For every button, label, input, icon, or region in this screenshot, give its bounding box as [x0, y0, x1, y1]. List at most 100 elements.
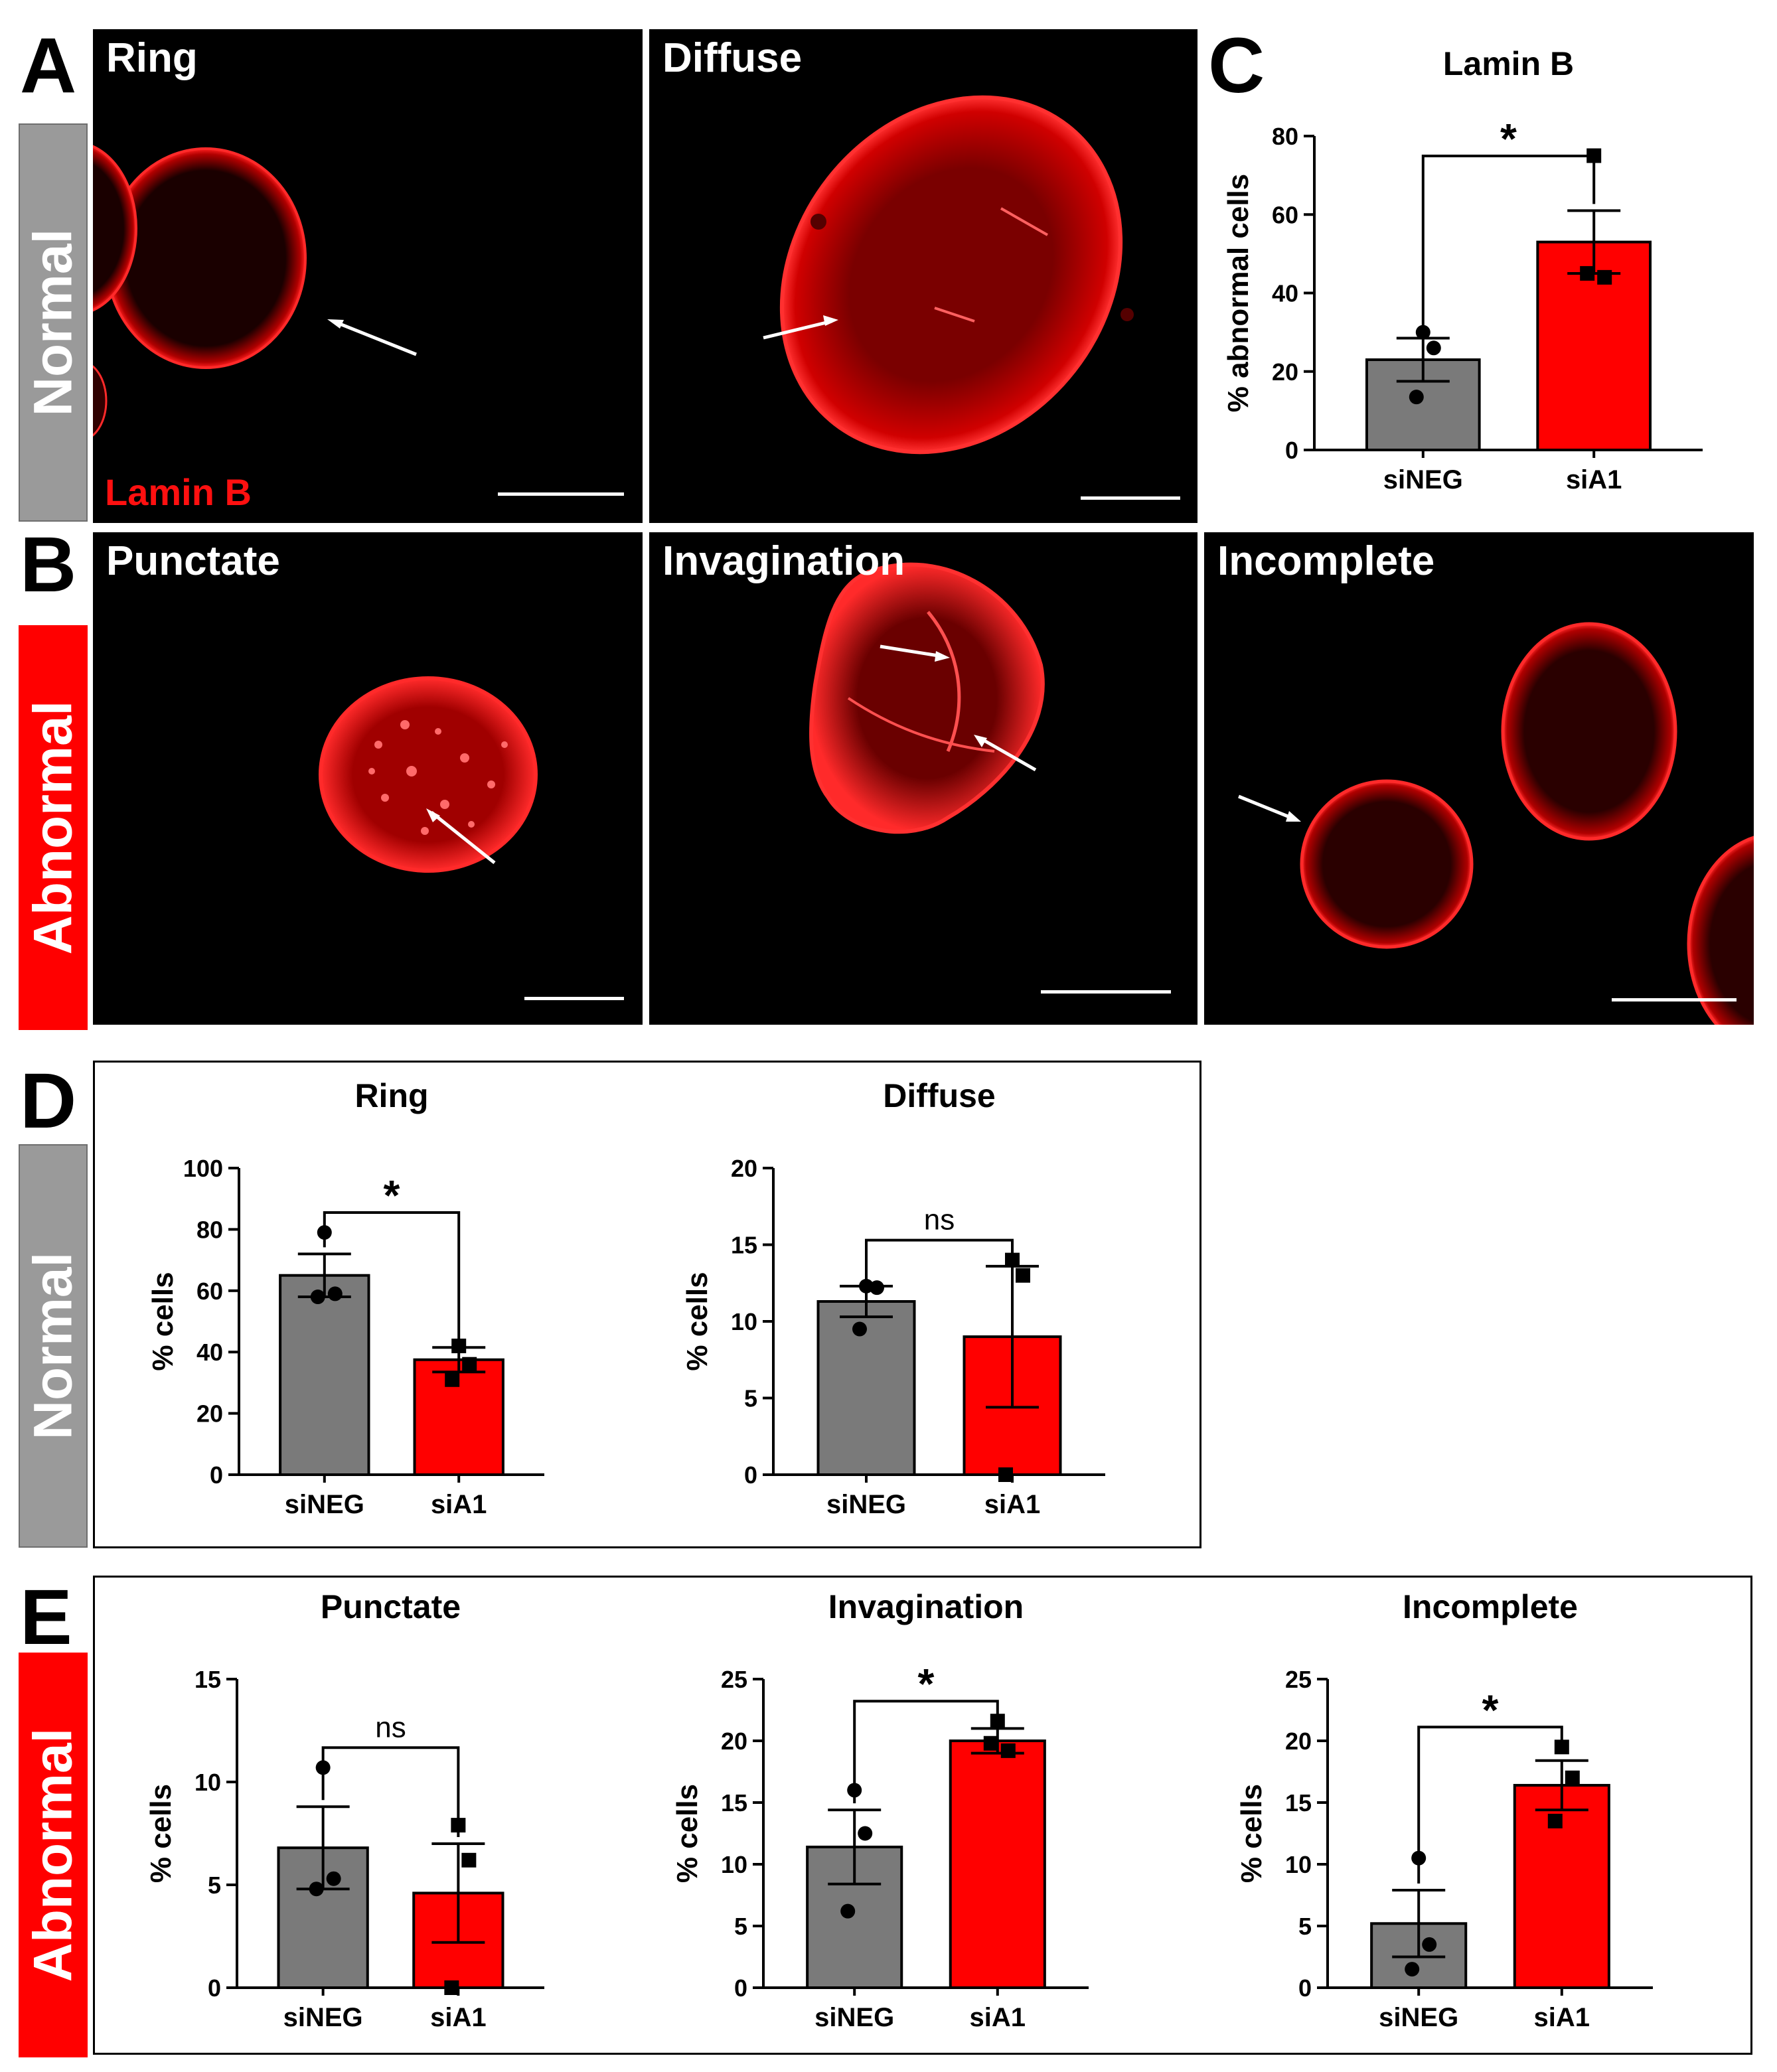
punctate-image [319, 676, 538, 873]
data-point [327, 1286, 343, 1301]
normal-side-label-d: Normal [19, 1144, 88, 1548]
x-tick-label: siA1 [984, 1490, 1041, 1519]
x-tick-label: siA1 [430, 2003, 487, 2032]
data-point [445, 1372, 460, 1387]
arrowhead-diffuse [823, 315, 838, 326]
arrowhead-invagination-1 [935, 651, 950, 662]
y-tick-label: 25 [1285, 1666, 1312, 1693]
y-tick-label: 40 [1272, 280, 1298, 307]
y-tick-label: 0 [1285, 437, 1298, 464]
chart-title: Ring [354, 1077, 428, 1114]
significance-label: * [1482, 1686, 1499, 1734]
x-tick-label: siA1 [1566, 465, 1622, 494]
fold-line [1000, 207, 1048, 236]
y-axis-label: % cells [1235, 1784, 1268, 1883]
arrow-invagination-2 [978, 736, 1037, 772]
arrowhead-punctate [426, 808, 440, 822]
x-tick-label: siNEG [814, 2003, 894, 2032]
micrograph-punctate: Punctate [93, 532, 643, 1025]
y-tick-label: 20 [196, 1400, 223, 1428]
arrow-punctate [430, 811, 496, 864]
micrograph-incomplete: Incomplete [1204, 532, 1754, 1025]
data-point [1580, 265, 1595, 281]
panel-letter-d: D [20, 1057, 77, 1145]
micrograph-diffuse: Diffuse [649, 29, 1198, 523]
title-punctate: Punctate [106, 538, 280, 584]
y-tick-label: 10 [1285, 1851, 1312, 1878]
significance-label: * [1500, 115, 1517, 163]
data-point [1000, 1743, 1016, 1758]
data-point [1426, 340, 1441, 356]
y-tick-label: 20 [1285, 1728, 1312, 1755]
micrograph-invagination: Invagination [649, 532, 1198, 1025]
title-incomplete: Incomplete [1217, 538, 1435, 584]
y-axis-label: % cells [145, 1784, 177, 1883]
x-tick-label: siA1 [970, 2003, 1026, 2032]
data-point [1005, 1252, 1020, 1268]
title-invagination: Invagination [662, 538, 905, 584]
x-tick-label: siNEG [285, 1490, 364, 1519]
debris [1120, 308, 1134, 321]
arrow-incomplete [1238, 794, 1295, 821]
y-tick-label: 20 [721, 1728, 747, 1755]
y-tick-label: 0 [744, 1461, 757, 1489]
normal-side-label: Normal [19, 123, 88, 522]
y-tick-label: 80 [196, 1216, 223, 1243]
data-point [1547, 1813, 1563, 1828]
y-tick-label: 80 [1272, 123, 1298, 150]
y-tick-label: 60 [196, 1278, 223, 1305]
data-point [1565, 1770, 1580, 1785]
data-point [983, 1736, 998, 1751]
fold-line [847, 697, 995, 753]
significance-label: * [918, 1660, 935, 1708]
nucleus-partial-right [1687, 836, 1754, 1025]
panel-letter-b: B [20, 521, 77, 609]
significance-label: * [384, 1171, 400, 1219]
y-tick-label: 0 [1298, 1974, 1312, 2002]
nucleus-incomplete-large [1501, 622, 1677, 841]
puncta [368, 720, 508, 835]
y-tick-label: 5 [208, 1872, 221, 1899]
y-tick-label: 20 [1272, 358, 1298, 386]
panel-d-frame [93, 1061, 1201, 1548]
stain-label: Lamin B [105, 471, 252, 513]
arrow-diffuse [763, 319, 832, 340]
significance-bracket [1421, 155, 1596, 332]
x-tick-label: siNEG [826, 1490, 906, 1519]
data-point [1422, 1937, 1437, 1952]
y-tick-label: 60 [1272, 201, 1298, 228]
data-point [1409, 390, 1424, 405]
significance-bracket [865, 1238, 1014, 1280]
data-point [1016, 1268, 1030, 1283]
panel-letter-e: E [20, 1574, 72, 1661]
fold-line [934, 307, 975, 323]
y-axis-label: % abnormal cells [1222, 174, 1255, 412]
data-point [451, 1338, 467, 1353]
abnormal-side-label-e: Abnormal [19, 1653, 88, 2057]
scale-bar-ring [498, 492, 624, 496]
ring-image [93, 145, 417, 437]
data-point [840, 1903, 856, 1919]
data-point [1405, 1962, 1420, 1977]
y-tick-label: 15 [194, 1666, 221, 1693]
y-tick-label: 10 [721, 1851, 747, 1878]
chart-title: Incomplete [1403, 1588, 1578, 1625]
data-point [444, 1980, 459, 1995]
y-axis-label: % cells [147, 1272, 179, 1370]
significance-bracket [1417, 1726, 1563, 1884]
nucleus-invagination [809, 562, 1045, 834]
debris [811, 214, 826, 230]
x-tick-label: siNEG [1383, 465, 1463, 494]
y-tick-label: 5 [734, 1913, 747, 1940]
data-point [326, 1871, 341, 1886]
data-point [1415, 325, 1430, 340]
incomplete-image [1238, 622, 1754, 1025]
nucleus-punctate [319, 676, 538, 873]
nucleus-diffuse [779, 95, 1123, 455]
y-tick-label: 0 [208, 1974, 221, 2002]
x-tick-label: siA1 [1534, 2003, 1590, 2032]
significance-bracket [323, 1211, 461, 1341]
